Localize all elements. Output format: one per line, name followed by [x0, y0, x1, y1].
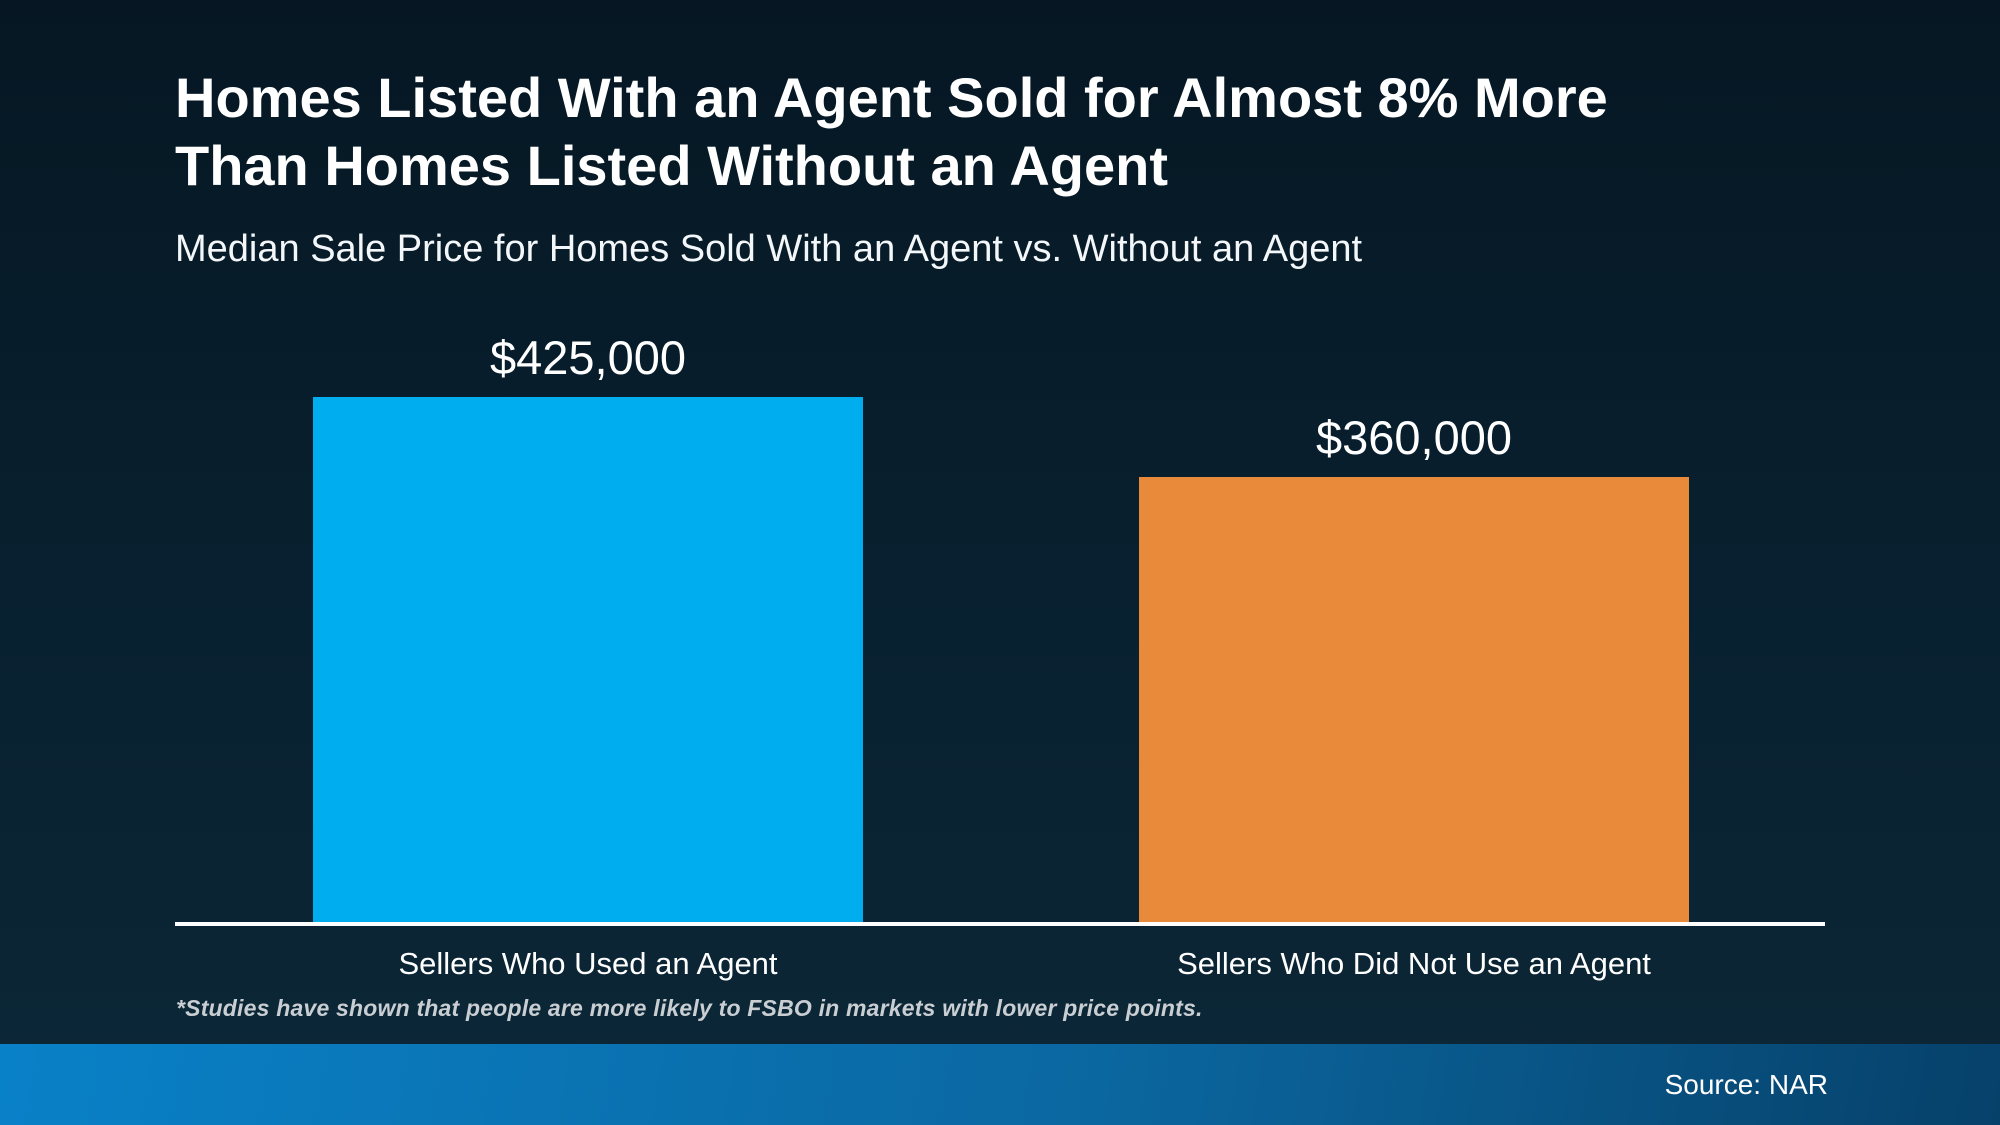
- footer-banner: Source: NAR: [0, 1044, 2000, 1125]
- bar-no-agent: [1139, 477, 1689, 922]
- footnote: *Studies have shown that people are more…: [176, 995, 1203, 1021]
- x-axis-labels: Sellers Who Used an Agent Sellers Who Di…: [175, 944, 1825, 988]
- chart-title: Homes Listed With an Agent Sold for Almo…: [175, 64, 1825, 200]
- chart-subtitle: Median Sale Price for Homes Sold With an…: [175, 228, 1363, 270]
- bar-group-used-agent: $425,000: [313, 331, 863, 922]
- bar-group-no-agent: $360,000: [1139, 411, 1689, 922]
- axis-label-used-agent: Sellers Who Used an Agent: [398, 946, 778, 981]
- chart-title-line2: Than Homes Listed Without an Agent: [175, 134, 1168, 197]
- plot-area: $425,000 $360,000: [175, 331, 1825, 926]
- chart-title-line1: Homes Listed With an Agent Sold for Almo…: [175, 66, 1608, 129]
- chart-header: Homes Listed With an Agent Sold for Almo…: [175, 64, 1825, 272]
- bar-value-used-agent: $425,000: [489, 331, 687, 384]
- axis-label-no-agent: Sellers Who Did Not Use an Agent: [1177, 946, 1651, 981]
- source-label: Source: NAR: [1664, 1068, 1828, 1100]
- bar-used-agent: [313, 397, 863, 922]
- bar-value-no-agent: $360,000: [1315, 411, 1513, 464]
